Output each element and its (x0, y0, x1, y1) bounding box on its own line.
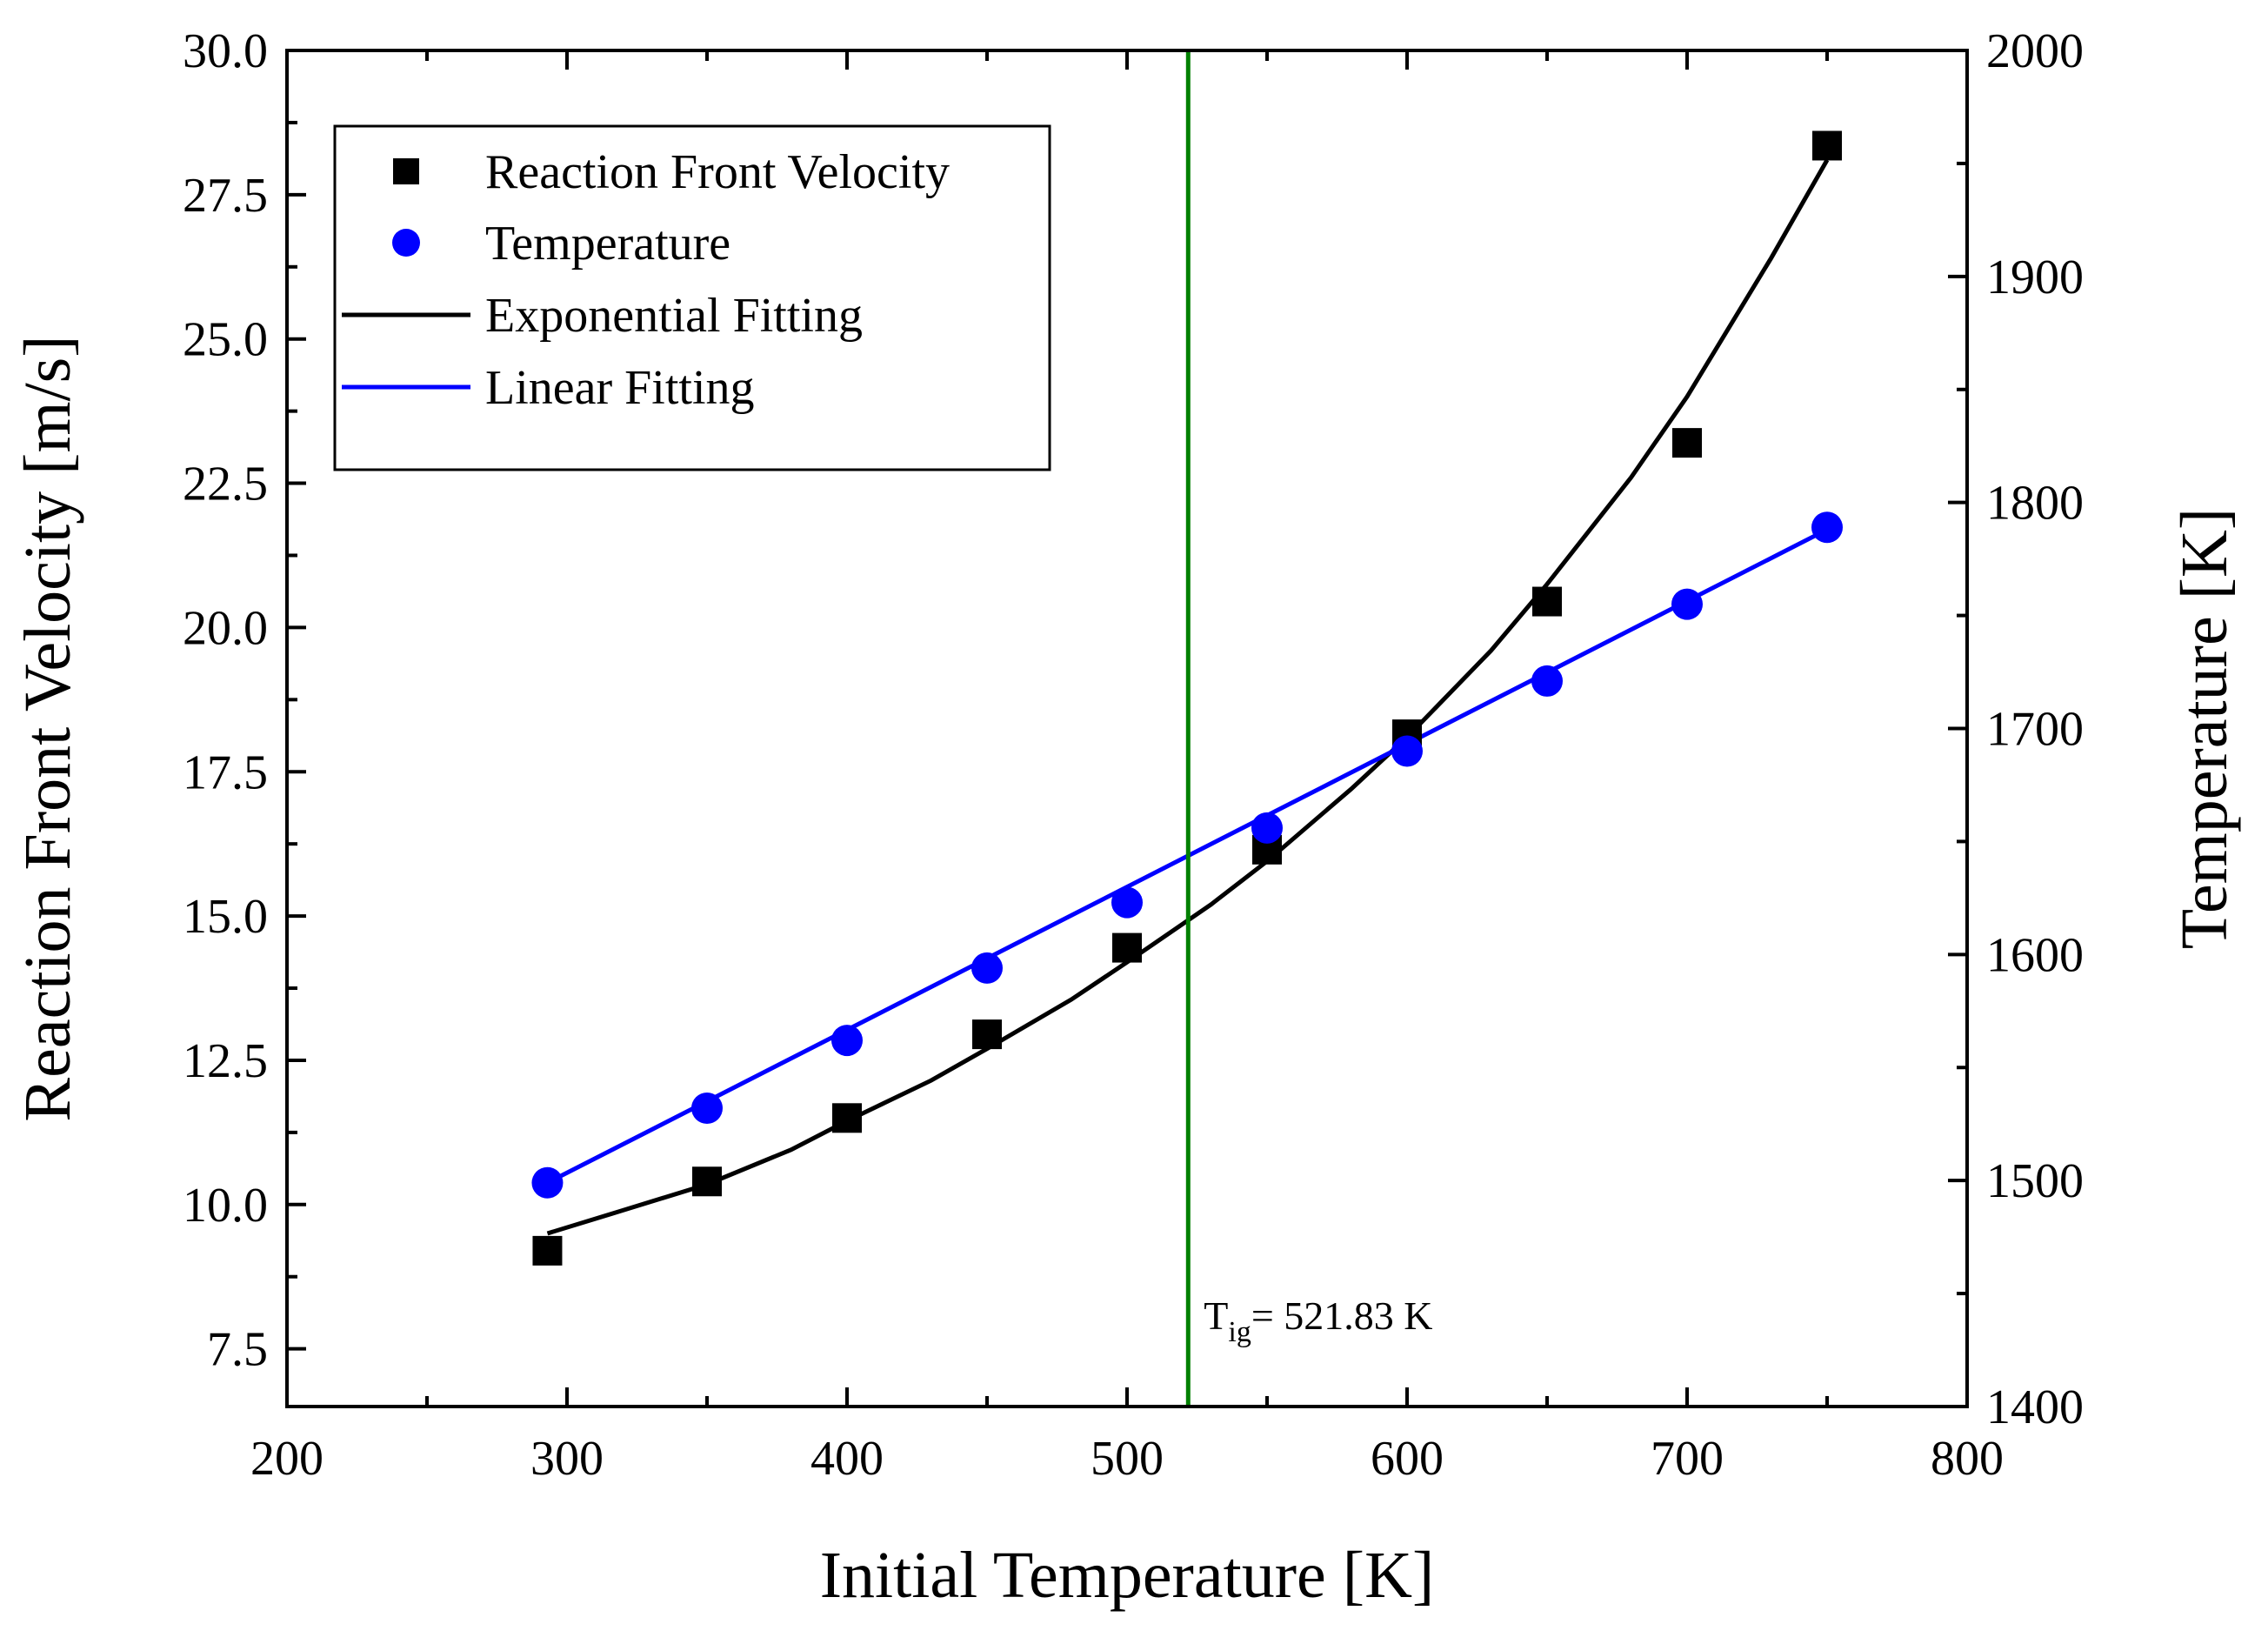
x-axis-title: Initial Temperature [K] (820, 1539, 1435, 1612)
x-tick-label: 400 (810, 1432, 884, 1486)
x-tick-label: 500 (1091, 1432, 1164, 1486)
y-left-tick-label: 10.0 (183, 1179, 268, 1233)
y-right-tick-label: 1700 (1986, 703, 2084, 757)
legend: Reaction Front Velocity Temperature Expone… (333, 124, 1051, 471)
temperature-point (1251, 812, 1283, 844)
y-right-axis-title: Temperature [K] (2168, 508, 2241, 949)
legend-label: Linear Fitting (485, 361, 755, 415)
temperature-point (1111, 886, 1143, 919)
velocity-point (1112, 932, 1142, 963)
y-right-tick-label: 1800 (1986, 477, 2084, 531)
y-right-tick-label: 1400 (1986, 1380, 2084, 1434)
y-left-tick-label: 17.5 (183, 745, 268, 799)
temperature-point (971, 952, 1003, 984)
y-left-tick-label: 20.0 (183, 601, 268, 655)
velocity-point (972, 1019, 1002, 1050)
x-tick-label: 200 (250, 1432, 324, 1486)
temperature-point (1671, 588, 1703, 620)
y-right-tick-label: 1900 (1986, 251, 2084, 304)
legend-circle-marker (392, 229, 420, 257)
y-right-tick-label: 1500 (1986, 1154, 2084, 1208)
temperature-point (1531, 665, 1563, 697)
velocity-point (1532, 586, 1562, 617)
y-left-tick-label: 25.0 (183, 313, 268, 367)
ignition-label-value: = 521.83 K (1251, 1293, 1433, 1338)
velocity-point (532, 1235, 563, 1266)
ignition-label-subscript: ig (1228, 1316, 1251, 1348)
y-left-tick-label: 27.5 (183, 169, 268, 223)
velocity-point (692, 1166, 722, 1197)
y-axis-right: 1400 1500 1600 1700 1800 1900 2000 (1948, 24, 2084, 1434)
velocity-point (832, 1103, 862, 1133)
x-tick-label: 300 (530, 1432, 604, 1486)
legend-square-marker (393, 158, 419, 184)
y-axis-left: 7.5 10.0 12.5 15.0 17.5 20.0 22.5 25.0 27.5 30.0 (183, 24, 306, 1377)
legend-box (333, 124, 1051, 471)
y-right-tick-label: 1600 (1986, 928, 2084, 982)
temperature-point (1391, 735, 1423, 767)
legend-label: Reaction Front Velocity (485, 145, 950, 199)
x-tick-label: 600 (1371, 1432, 1444, 1486)
ignition-temperature-label: Tig= 521.83 K (1204, 1293, 1432, 1348)
legend-label: Temperature (485, 217, 730, 271)
temperature-point (831, 1025, 863, 1057)
legend-label: Exponential Fitting (485, 289, 863, 343)
exponential-fit-line (546, 158, 1830, 1236)
x-axis: 200 300 400 500 600 700 800 (250, 50, 2004, 1486)
y-left-tick-label: 15.0 (183, 890, 268, 944)
x-tick-label: 700 (1651, 1432, 1724, 1486)
ignition-label-main: T (1204, 1293, 1228, 1338)
y-right-tick-label: 2000 (1986, 24, 2084, 78)
temperature-point (531, 1166, 564, 1199)
y-left-tick-label: 12.5 (183, 1034, 268, 1088)
data-points (531, 130, 1843, 1266)
velocity-point (1812, 130, 1842, 161)
x-tick-label: 800 (1931, 1432, 2004, 1486)
temperature-point (691, 1093, 723, 1125)
y-left-tick-label: 22.5 (183, 458, 268, 511)
y-left-axis-title: Reaction Front Velocity [m/s] (11, 335, 84, 1121)
y-left-tick-label: 30.0 (183, 24, 268, 78)
temperature-point (1811, 511, 1843, 544)
y-left-tick-label: 7.5 (207, 1323, 268, 1377)
velocity-point (1672, 428, 1702, 458)
